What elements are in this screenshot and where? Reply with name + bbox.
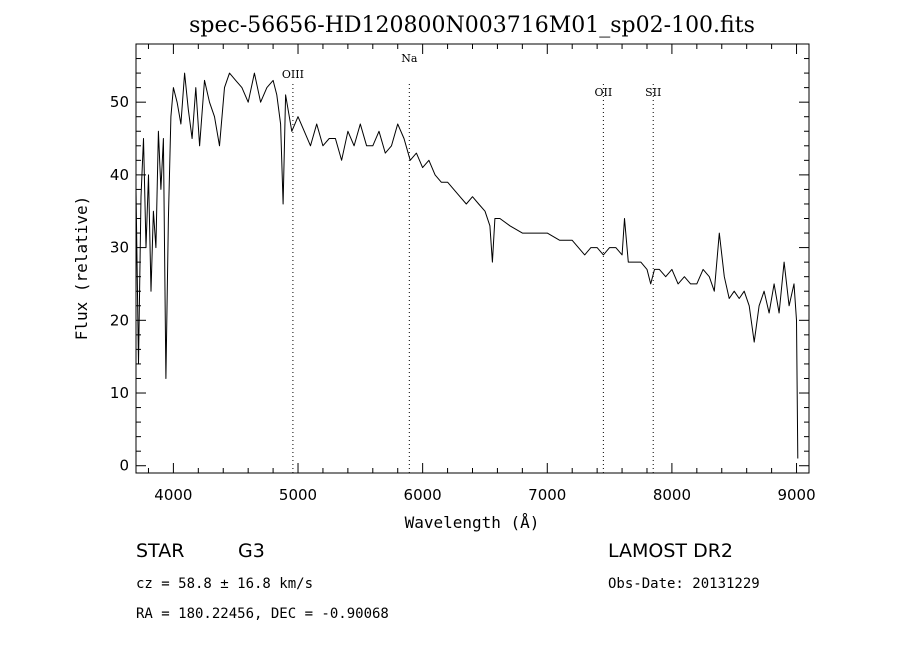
x-tick-label: 6000 xyxy=(404,486,442,504)
x-tick-label: 5000 xyxy=(279,486,317,504)
series-line-0 xyxy=(135,72,799,459)
survey-name: LAMOST DR2 xyxy=(608,540,733,562)
y-tick-label: 40 xyxy=(110,166,129,184)
y-tick-label: 0 xyxy=(119,457,129,475)
annotation-label: OII xyxy=(595,86,613,99)
x-tick-label: 9000 xyxy=(777,486,815,504)
x-tick-label: 8000 xyxy=(653,486,691,504)
redshift-cz: cz = 58.8 ± 16.8 km/s xyxy=(136,576,314,592)
axis-ticks: 4000 5000 6000 7000 8000 9000 0 10 20 30 40 50 xyxy=(110,44,816,504)
y-tick-label: 20 xyxy=(110,311,129,329)
y-tick-label: 30 xyxy=(110,239,129,257)
y-tick-label: 50 xyxy=(110,93,129,111)
x-tick-label: 7000 xyxy=(528,486,566,504)
x-tick-label: 4000 xyxy=(154,486,192,504)
y-tick-label: 10 xyxy=(110,384,129,402)
y-axis-label: Flux (relative) xyxy=(72,196,91,341)
x-axis-label: Wavelength (Å) xyxy=(405,513,540,532)
observation-date: Obs-Date: 20131229 xyxy=(608,576,760,592)
object-class: STAR xyxy=(136,540,185,562)
plot-area xyxy=(135,43,810,474)
annotation-label: SII xyxy=(645,86,661,99)
annotation-label: Na xyxy=(401,52,418,65)
chart-title: spec-56656-HD120800N003716M01_sp02-100.f… xyxy=(189,13,755,38)
plot-frame xyxy=(135,43,810,474)
line-annotations: OIII Na OII SII xyxy=(282,52,661,473)
coordinates: RA = 180.22456, DEC = -0.90068 xyxy=(136,606,389,622)
object-subclass: G3 xyxy=(238,540,265,562)
annotation-label: OIII xyxy=(282,68,304,81)
